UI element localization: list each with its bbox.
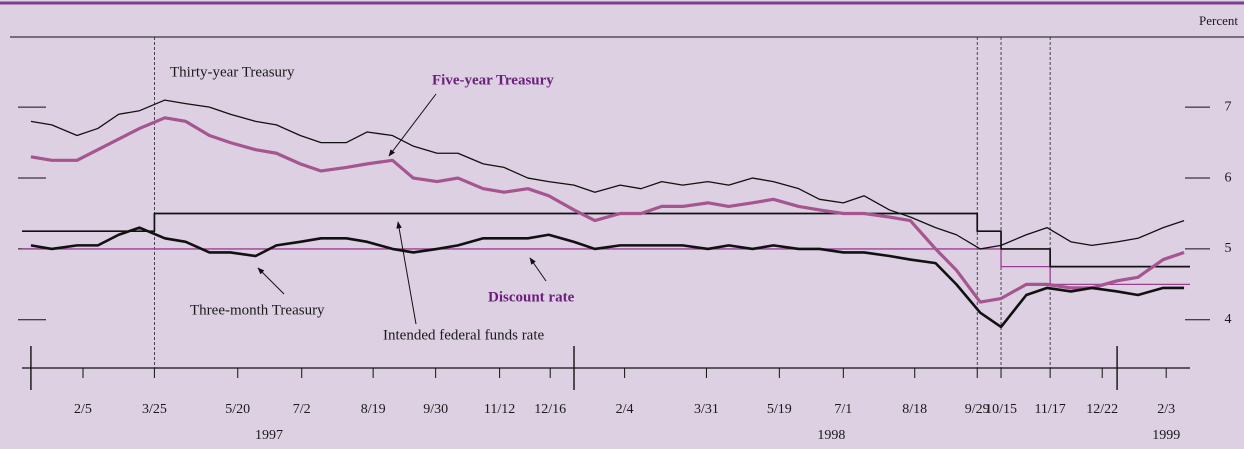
x-tick-label: 3/31 xyxy=(694,402,719,417)
x-tick-label: 2/5 xyxy=(74,402,92,417)
x-tick-label: 2/4 xyxy=(616,402,634,417)
x-tick-label: 11/17 xyxy=(1034,402,1065,417)
y-tick-label: 4 xyxy=(1225,312,1232,327)
series-label: Three-month Treasury xyxy=(190,302,325,318)
y-tick-label: 7 xyxy=(1225,99,1232,114)
y-tick-label: 5 xyxy=(1225,241,1232,256)
series-label: Five-year Treasury xyxy=(432,72,554,88)
label-arrow xyxy=(388,93,437,157)
series-line xyxy=(30,116,1185,304)
year-label: 1997 xyxy=(255,428,283,443)
year-label: 1998 xyxy=(817,428,845,443)
y-tick-label: 6 xyxy=(1225,170,1232,185)
label-arrow xyxy=(529,257,547,282)
series-line xyxy=(22,212,1190,268)
x-tick-label: 9/30 xyxy=(423,402,448,417)
series-label: Thirty-year Treasury xyxy=(170,64,295,80)
x-tick-label: 2/3 xyxy=(1157,402,1175,417)
x-tick-label: 5/20 xyxy=(225,402,250,417)
series-label: Discount rate xyxy=(488,289,575,305)
x-tick-label: 7/2 xyxy=(293,402,311,417)
x-tick-label: 12/22 xyxy=(1086,402,1118,417)
series-label: Intended federal funds rate xyxy=(383,327,545,343)
year-label: 1999 xyxy=(1152,428,1180,443)
x-tick-label: 8/18 xyxy=(902,402,927,417)
x-tick-label: 8/19 xyxy=(361,402,386,417)
series-line xyxy=(30,99,1185,250)
series-line xyxy=(30,226,1185,329)
x-tick-label: 5/19 xyxy=(767,402,792,417)
x-tick-label: 10/15 xyxy=(985,402,1017,417)
x-tick-label: 12/16 xyxy=(534,402,566,417)
y-unit: Percent xyxy=(1199,13,1238,28)
x-tick-label: 9/29 xyxy=(965,402,990,417)
x-tick-label: 3/25 xyxy=(142,402,167,417)
label-arrow xyxy=(396,221,417,325)
x-tick-label: 7/1 xyxy=(834,402,852,417)
label-arrow xyxy=(257,267,285,295)
x-tick-label: 11/12 xyxy=(484,402,515,417)
series-line xyxy=(22,248,1190,286)
